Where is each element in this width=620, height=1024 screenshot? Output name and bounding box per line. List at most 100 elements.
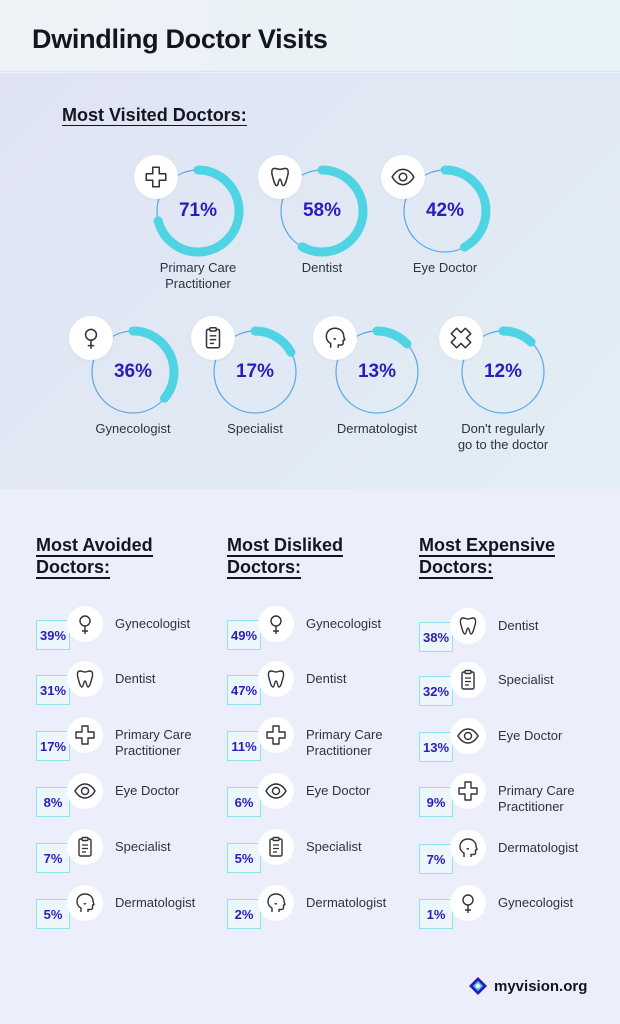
ranking-icon-badge	[258, 661, 294, 697]
eye-icon	[265, 783, 287, 799]
ranking-label: Dermatologist	[498, 840, 579, 855]
ranking-label: Primary Care Practitioner	[306, 727, 383, 758]
ranking-percent: 39%	[36, 620, 70, 650]
head-icon	[325, 327, 346, 348]
ranking-percent: 2%	[227, 899, 261, 929]
visited-icon-badge	[69, 316, 113, 360]
ranking-label: Primary Care Practitioner	[498, 783, 575, 814]
ranking-icon-badge	[258, 773, 294, 809]
clipboard-icon	[461, 669, 475, 690]
header: Dwindling Doctor Visits	[0, 0, 620, 72]
female-icon	[462, 894, 474, 913]
head-icon	[267, 893, 286, 912]
ranking-icon-badge	[258, 829, 294, 865]
ranking-icon-badge	[67, 661, 103, 697]
head-icon	[76, 893, 95, 912]
visited-label: Dentist	[301, 260, 343, 275]
visited-ring	[87, 326, 179, 418]
ranking-label: Gynecologist	[306, 616, 382, 631]
visited-ring	[331, 326, 423, 418]
female-icon	[84, 328, 98, 349]
female-icon	[79, 615, 91, 634]
cross-icon	[458, 781, 478, 801]
ranking-label: Primary Care Practitioner	[115, 727, 192, 758]
page-title: Dwindling Doctor Visits	[32, 24, 328, 54]
ranking-label: Dentist	[498, 618, 539, 633]
ranking-percent: 6%	[227, 787, 261, 817]
visited-percent: 13%	[357, 361, 397, 382]
ranking-percent: 13%	[419, 732, 453, 762]
ring-value-arc	[457, 326, 549, 418]
ranking-label: Specialist	[115, 839, 171, 854]
cross-icon	[266, 725, 286, 745]
ranking-icon-badge	[67, 885, 103, 921]
ranking-percent: 8%	[36, 787, 70, 817]
ranking-percent: 7%	[419, 844, 453, 874]
visited-ring	[399, 165, 491, 257]
ranking-percent: 1%	[419, 899, 453, 929]
eye-icon	[74, 783, 96, 799]
ranking-icon-badge	[450, 718, 486, 754]
visited-percent: 12%	[483, 361, 523, 382]
visited-icon-badge	[191, 316, 235, 360]
column-title-text: Most Expensive Doctors:	[419, 535, 556, 579]
ranking-icon-badge	[450, 662, 486, 698]
visited-icon-badge	[134, 155, 178, 199]
ranking-percent: 31%	[36, 675, 70, 705]
visited-icon-badge	[313, 316, 357, 360]
visited-icon-badge	[258, 155, 302, 199]
ranking-label: Specialist	[306, 839, 362, 854]
visited-percent: 58%	[302, 200, 342, 221]
ranking-percent: 11%	[227, 731, 261, 761]
ranking-percent: 5%	[227, 843, 261, 873]
clipboard-icon	[269, 836, 283, 857]
ranking-icon-badge	[450, 885, 486, 921]
column-title-text: Most Avoided Doctors:	[36, 535, 153, 579]
ranking-label: Eye Doctor	[306, 783, 371, 798]
column-title-text: Most Disliked Doctors:	[227, 535, 344, 579]
clipboard-icon	[205, 326, 221, 349]
visited-icon-badge	[381, 155, 425, 199]
ranking-percent: 5%	[36, 899, 70, 929]
ranking-icon-badge	[258, 885, 294, 921]
column-title: Most Disliked Doctors:	[227, 534, 344, 579]
ranking-percent: 47%	[227, 675, 261, 705]
ring-value-arc	[399, 165, 491, 257]
most-visited-section	[0, 73, 620, 489]
ranking-icon-badge	[258, 606, 294, 642]
ring-value-arc	[331, 326, 423, 418]
visited-label: Eye Doctor	[412, 260, 478, 275]
visited-ring	[276, 165, 368, 257]
logo[interactable]: myvision.org	[468, 976, 587, 996]
eye-icon	[391, 168, 415, 186]
column-title: Most Avoided Doctors:	[36, 534, 153, 579]
tooth-icon	[267, 670, 285, 688]
cross-icon	[75, 725, 95, 745]
ranking-label: Gynecologist	[498, 895, 574, 910]
ranking-icon-badge	[450, 773, 486, 809]
tooth-icon	[459, 617, 477, 635]
eye-icon	[457, 728, 479, 744]
visited-ring	[209, 326, 301, 418]
visited-label: Don't regularly go to the doctor	[457, 421, 549, 452]
clipboard-icon	[78, 836, 92, 857]
ranking-percent: 17%	[36, 731, 70, 761]
visited-label: Specialist	[227, 421, 283, 436]
column-title: Most Expensive Doctors:	[419, 534, 556, 579]
ring-value-arc	[276, 165, 368, 257]
ranking-label: Dermatologist	[115, 895, 196, 910]
visited-ring	[457, 326, 549, 418]
rankings-section	[0, 489, 620, 1024]
visited-percent: 71%	[178, 200, 218, 221]
cross-icon	[145, 166, 167, 188]
ranking-icon-badge	[67, 773, 103, 809]
ranking-label: Dentist	[306, 671, 347, 686]
ranking-percent: 7%	[36, 843, 70, 873]
ranking-icon-badge	[67, 717, 103, 753]
ranking-label: Eye Doctor	[115, 783, 180, 798]
logo-text: myvision.org	[494, 977, 588, 995]
female-icon	[270, 615, 282, 634]
ranking-icon-badge	[450, 830, 486, 866]
most-visited-title: Most Visited Doctors:	[62, 105, 247, 126]
visited-percent: 17%	[235, 361, 275, 382]
